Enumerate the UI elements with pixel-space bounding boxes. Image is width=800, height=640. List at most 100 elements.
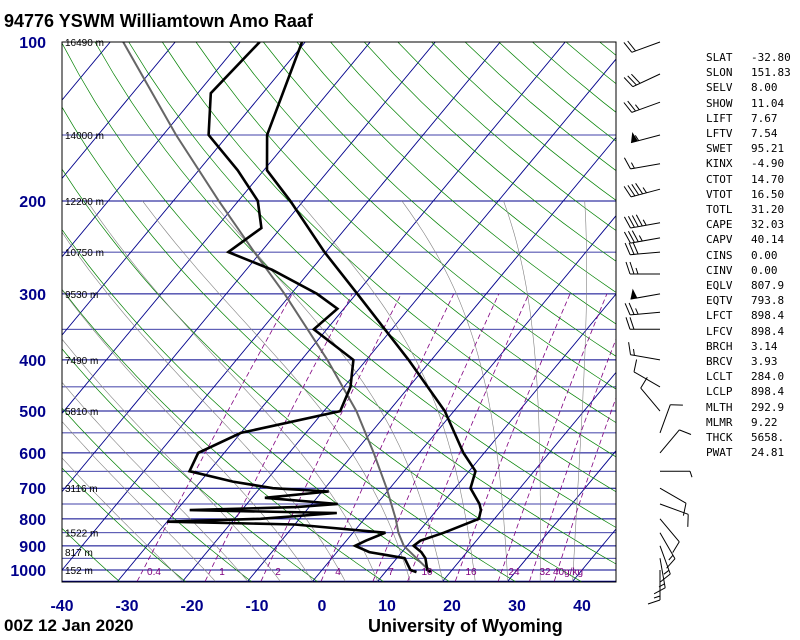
temperature-line: [265, 42, 483, 574]
wind-barb: [623, 73, 661, 88]
wind-barb-staff: [659, 558, 666, 588]
wind-barb-feather: [647, 599, 661, 605]
index-row: CTOT 14.70: [706, 172, 795, 187]
mixing-ratio-line: [136, 293, 293, 582]
mixing-ratio-line: [204, 293, 353, 582]
isotherm-line: [62, 42, 176, 180]
wind-barb-staff: [659, 487, 687, 504]
mixing-ratio-line: [529, 338, 616, 582]
index-value: 7.54: [751, 127, 778, 141]
wind-barb-half-feather: [689, 471, 693, 478]
wind-barb: [630, 132, 661, 144]
index-row: LFCT 898.4: [706, 308, 795, 323]
index-key: LIFT: [706, 111, 733, 125]
wind-barb-half-feather: [635, 267, 639, 275]
index-key: PWAT: [706, 446, 733, 460]
temperature-tick-label: 0: [318, 598, 327, 615]
dry-adiabat: [62, 407, 253, 582]
height-label: 3116 m: [65, 484, 98, 495]
isotherm-line: [62, 42, 371, 415]
wind-barb-feather: [635, 183, 644, 195]
wind-barb-feather: [672, 541, 680, 553]
index-value: 793.8: [751, 294, 785, 308]
wind-barb-feather: [625, 317, 631, 330]
wind-barb: [659, 532, 676, 569]
index-key: SLON: [706, 66, 733, 80]
mixing-ratio-line: [320, 293, 455, 582]
wind-barb-staff: [659, 503, 689, 515]
isotherm-line: [506, 450, 616, 582]
dry-adiabat: [62, 348, 319, 582]
index-row: BRCV 3.93: [706, 354, 795, 369]
index-row: MLTH 292.9: [706, 400, 795, 415]
wind-barb-feather: [628, 342, 631, 355]
dry-adiabat: [330, 42, 616, 293]
temperature-tick-label: -20: [180, 598, 203, 615]
index-value: 32.03: [751, 218, 785, 232]
pressure-tick-label: 100: [19, 35, 46, 52]
index-key: LFCV: [706, 324, 733, 338]
wind-barb-staff: [630, 222, 661, 229]
wind-barb: [659, 545, 671, 583]
index-value: 807.9: [751, 279, 785, 293]
wind-barb-feather: [679, 429, 692, 435]
index-value: 14.70: [751, 172, 785, 186]
moist-adiabat: [142, 200, 411, 582]
chart-title: 94776 YSWM Williamtown Amo Raaf: [4, 11, 313, 31]
mixing-ratio-label: 16: [465, 567, 477, 578]
index-row: TOTL 31.20: [706, 202, 795, 217]
height-label: 1522 m: [65, 529, 98, 540]
temperature-tick-label: -40: [50, 598, 73, 615]
wind-barb-half-feather: [630, 162, 635, 169]
wind-barb-feather: [623, 102, 633, 113]
moist-adiabat: [211, 200, 443, 582]
dry-adiabat: [62, 42, 616, 565]
dry-adiabat: [94, 42, 616, 528]
index-value: 8.00: [751, 81, 778, 95]
moist-adiabat: [62, 231, 346, 582]
mixing-ratio-label: 7: [388, 567, 394, 578]
index-key: LFCT: [706, 309, 733, 323]
index-value: 5658.: [751, 431, 785, 445]
wind-barb: [624, 302, 661, 316]
index-value: 898.4: [751, 324, 785, 338]
wind-barb-staff: [659, 545, 671, 575]
height-label: 152 m: [65, 566, 93, 577]
wind-barb: [625, 317, 660, 330]
wind-barb-staff: [659, 532, 676, 559]
temperature-tick-label: 30: [508, 598, 526, 615]
index-row: CAPE 32.03: [706, 217, 795, 232]
wind-barb: [628, 342, 661, 361]
index-value: 31.20: [751, 203, 785, 217]
wind-barb: [623, 183, 661, 198]
wind-barb-feather: [624, 303, 631, 316]
index-row: LIFT 7.67: [706, 111, 795, 126]
wind-barb: [623, 100, 661, 113]
height-label: 5810 m: [65, 407, 98, 418]
index-row: LCLT 284.0: [706, 369, 795, 384]
index-key: EQLV: [706, 279, 733, 293]
index-key: SELV: [706, 81, 733, 95]
isotherm-line: [181, 58, 616, 582]
dry-adiabat: [62, 467, 187, 582]
height-label: 7490 m: [65, 356, 98, 367]
pressure-tick-label: 300: [19, 287, 46, 304]
wind-barb-staff: [659, 518, 680, 543]
index-value: 898.4: [751, 385, 785, 399]
plot-frame: [61, 41, 617, 583]
pressure-tick-label: 500: [19, 404, 46, 421]
wind-barb: [625, 261, 660, 275]
index-value: 24.81: [751, 446, 785, 460]
index-key: MLMR: [706, 415, 733, 429]
mixing-ratio-label: 0.4: [147, 567, 161, 578]
index-key: TOTL: [706, 203, 733, 217]
wind-barb-feather: [627, 231, 635, 243]
wind-barb-pennant: [630, 288, 638, 300]
wind-barb-feather: [631, 184, 640, 196]
wind-barb-staff: [630, 293, 661, 300]
wind-barb: [623, 230, 661, 244]
mixing-ratio-line: [454, 293, 571, 582]
index-row: LFTV 7.54: [706, 126, 795, 141]
isotherm-line: [441, 371, 616, 582]
